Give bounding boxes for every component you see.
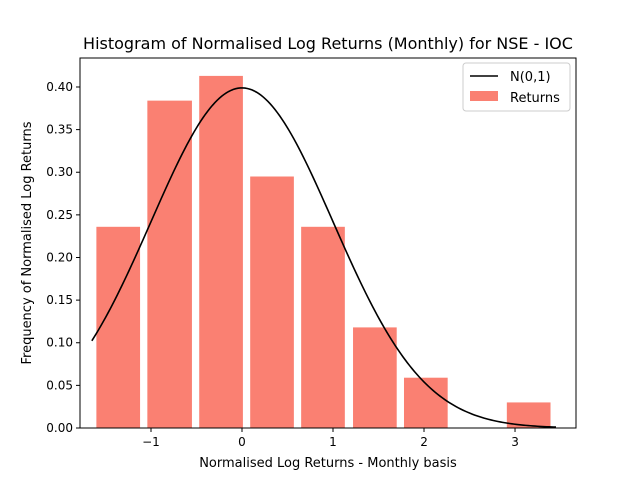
y-axis-label: Frequency of Normalised Log Returns — [20, 121, 35, 364]
y-tick-label: 0.10 — [46, 336, 73, 350]
legend-label-returns: Returns — [510, 91, 560, 106]
y-tick-label: 0.40 — [46, 80, 73, 94]
y-tick-label: 0.25 — [46, 208, 73, 222]
bars-layer — [96, 75, 551, 428]
bar-5 — [301, 226, 345, 428]
x-axis-ticks: −1 0 1 2 3 — [142, 428, 519, 449]
x-axis-label: Normalised Log Returns - Monthly basis — [199, 456, 457, 471]
bar-6 — [353, 327, 397, 428]
legend-label-curve: N(0,1) — [510, 70, 551, 85]
y-tick-label: 0.35 — [46, 123, 73, 137]
y-tick-label: 0.00 — [46, 421, 73, 435]
normal-curve-line — [91, 87, 557, 428]
y-tick-label: 0.30 — [46, 165, 73, 179]
x-tick-label: 3 — [511, 435, 519, 449]
y-axis-ticks: 0.00 0.05 0.10 0.15 0.20 0.25 0.30 0.35 0.40 — [46, 80, 80, 435]
bar-3 — [199, 75, 243, 428]
bar-4 — [250, 176, 294, 428]
legend-bar-swatch — [470, 91, 498, 101]
bar-7 — [403, 377, 448, 428]
y-tick-label: 0.20 — [46, 250, 73, 264]
plot-frame — [79, 57, 577, 429]
bar-1 — [96, 226, 141, 428]
x-tick-label: 0 — [238, 435, 246, 449]
x-tick-label: −1 — [142, 435, 160, 449]
legend: N(0,1) Returns — [462, 62, 571, 112]
x-tick-label: 1 — [329, 435, 337, 449]
x-tick-label: 2 — [420, 435, 428, 449]
y-tick-label: 0.05 — [46, 378, 73, 392]
bar-2 — [147, 100, 192, 428]
chart-title: Histogram of Normalised Log Returns (Mon… — [83, 34, 573, 53]
y-tick-label: 0.15 — [46, 293, 73, 307]
